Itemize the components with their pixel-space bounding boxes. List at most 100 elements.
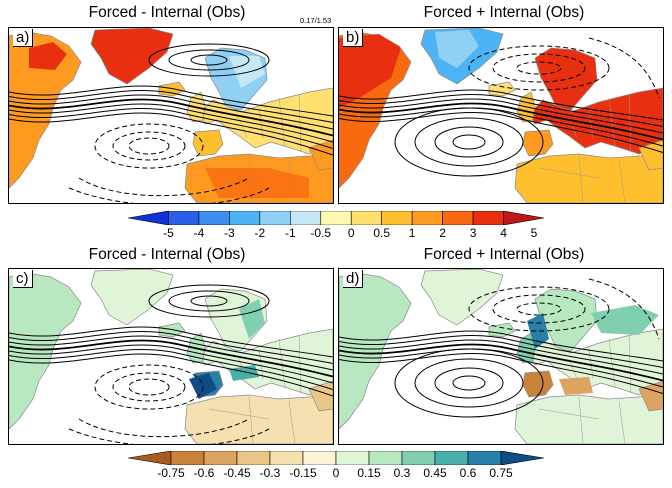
panel-c-svg xyxy=(9,269,333,444)
low-pressure-contour xyxy=(516,302,562,316)
colorbar-tick-label: -0.5 xyxy=(310,226,332,240)
colorbar-segment xyxy=(203,451,238,465)
land-namerica xyxy=(339,272,412,430)
panel-d-title: Forced + Internal (Obs) xyxy=(423,246,585,263)
contour-lines xyxy=(339,278,663,418)
jet-contour xyxy=(9,85,333,117)
colorbar-tick-label: -0.15 xyxy=(289,466,317,480)
jet-contour xyxy=(9,348,333,390)
dashed-contour xyxy=(78,177,250,197)
panel-c-title: Forced - Internal (Obs) xyxy=(88,246,246,263)
colorbar-segment xyxy=(269,451,304,465)
low-pressure-contour xyxy=(112,131,186,161)
jet-contour xyxy=(9,335,333,371)
high-pressure-contour xyxy=(434,367,504,399)
high-pressure-contour xyxy=(148,43,270,77)
greenland-cool xyxy=(435,30,479,68)
colorbar-segment xyxy=(401,451,436,465)
low-pressure-contour xyxy=(468,45,610,91)
colorbar-segment xyxy=(442,211,474,225)
jet-contour xyxy=(339,352,663,394)
panel-a-title: Forced - Internal (Obs) xyxy=(88,4,246,21)
colorbar-segment xyxy=(503,211,544,225)
land-iberia xyxy=(522,370,554,398)
jet-contour xyxy=(9,112,333,156)
colorbar-tick-label: 4 xyxy=(500,226,507,240)
panel-a-annotation: 0.17/1.53 xyxy=(300,16,332,25)
colorbar-tick-label: 5 xyxy=(530,226,538,240)
colorbar-tick-label: -0.45 xyxy=(223,466,251,480)
colorbar-tick-label: -2 xyxy=(254,226,266,240)
colorbar-segment xyxy=(128,451,172,465)
dashed-contour xyxy=(68,428,270,444)
colorbar-tick-label: 1 xyxy=(408,226,416,240)
colorbar-segment xyxy=(320,211,352,225)
dashed-contour xyxy=(78,418,250,438)
panel-c-label: c) xyxy=(13,270,33,288)
dashed-contour xyxy=(588,278,660,340)
low-pressure-contour xyxy=(94,364,204,410)
colorbar-segment xyxy=(128,211,169,225)
panel-d-map: d) xyxy=(338,268,664,445)
low-pressure-contour xyxy=(468,286,610,332)
colorbar-segment xyxy=(335,451,370,465)
land-africa xyxy=(514,394,663,444)
colorbar-segment xyxy=(381,211,413,225)
high-pressure-contour xyxy=(148,284,270,318)
jet-contour xyxy=(9,339,333,378)
dashed-contour xyxy=(588,37,660,99)
high-pressure-contour xyxy=(168,49,250,71)
low-pressure-contour xyxy=(94,123,204,169)
colorbar-tick-label: 0.3 xyxy=(393,466,411,480)
land-iberia xyxy=(192,129,224,157)
jet-contour xyxy=(9,98,333,137)
colorbar-tick-label: 0.5 xyxy=(373,226,391,240)
land-greenland xyxy=(420,269,504,326)
jet-contour xyxy=(339,107,663,147)
colorbar-segment xyxy=(434,451,469,465)
panel-b-svg xyxy=(339,28,663,203)
colorbar-segment xyxy=(467,451,502,465)
temperature-colorbar xyxy=(128,211,544,225)
panel-d-label: d) xyxy=(343,270,364,288)
jet-contour xyxy=(339,348,663,388)
panel-b-label: b) xyxy=(343,29,364,47)
jet-contour xyxy=(9,330,333,364)
high-pressure-contour xyxy=(414,117,524,167)
wet-spot xyxy=(189,373,217,399)
land-namerica xyxy=(9,272,82,430)
low-pressure-contour xyxy=(128,137,170,155)
jet-contour xyxy=(339,339,663,375)
high-pressure-contour xyxy=(414,358,524,408)
colorbar-tick-label: 0 xyxy=(347,226,355,240)
panel-a-label: a) xyxy=(13,29,34,47)
colorbar-tick-label: 3 xyxy=(469,226,477,240)
colorbar-segment xyxy=(170,451,205,465)
land-arabia xyxy=(308,139,333,171)
jet-contour xyxy=(9,107,333,149)
jet-contour xyxy=(9,326,333,358)
colorbar-tick-label: 0.75 xyxy=(489,466,513,480)
wet-spot xyxy=(591,305,659,335)
low-pressure-contour xyxy=(112,372,186,402)
high-pressure-contour xyxy=(190,54,228,66)
jet-contour xyxy=(339,343,663,382)
jet-contour xyxy=(339,89,663,121)
panel-a-map: a) xyxy=(8,27,334,204)
colorbar-segment xyxy=(302,451,337,465)
land-arabia xyxy=(308,380,333,412)
high-pressure-contour xyxy=(190,295,228,307)
colorbar-tick-label: -0.75 xyxy=(157,466,185,480)
dashed-contour xyxy=(68,187,270,203)
jet-contour xyxy=(339,98,663,134)
jet-contour xyxy=(339,334,663,368)
high-pressure-contour xyxy=(168,290,250,312)
colorbar-tick-label: 2 xyxy=(439,226,446,240)
jet-contour xyxy=(9,103,333,143)
jet-contour xyxy=(339,93,663,127)
land-scandinavia xyxy=(534,47,598,111)
precipitation-colorbar xyxy=(128,451,544,465)
jet-contour xyxy=(9,344,333,384)
panel-d-svg xyxy=(339,269,663,444)
colorbar-tick-label: 0.15 xyxy=(357,466,381,480)
